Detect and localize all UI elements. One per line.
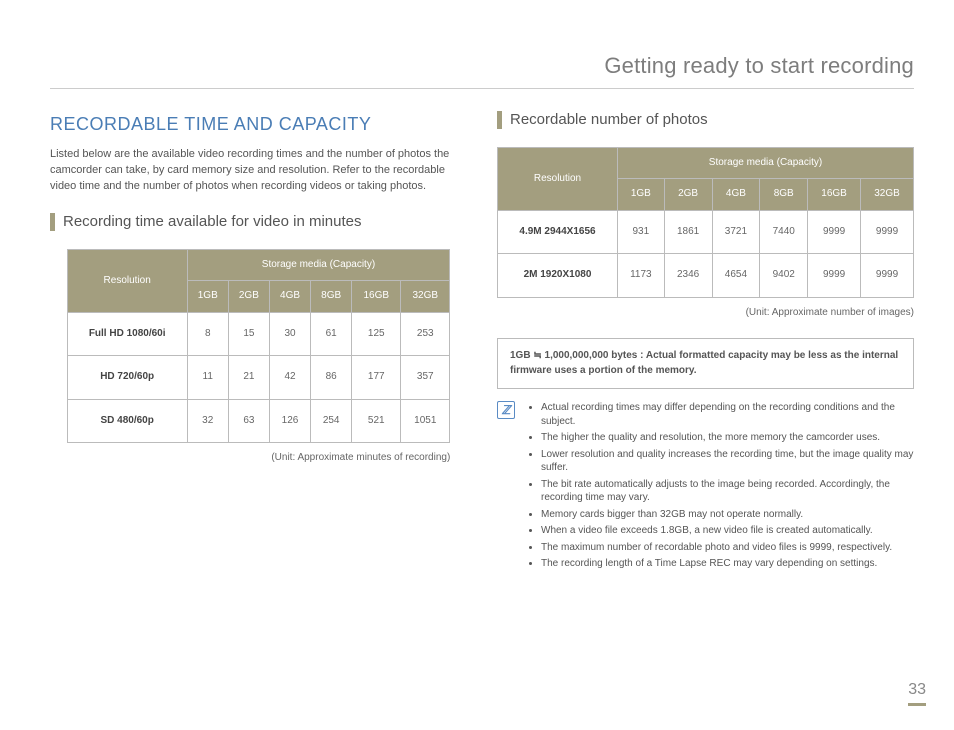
page-header: Getting ready to start recording <box>50 50 914 89</box>
table-col-header: 8GB <box>311 281 352 313</box>
note-item: When a video file exceeds 1.8GB, a new v… <box>541 524 914 538</box>
row-label: Full HD 1080/60i <box>67 312 187 356</box>
note-item: The higher the quality and resolution, t… <box>541 431 914 445</box>
notes-block: ℤ Actual recording times may differ depe… <box>497 401 914 574</box>
content-columns: RECORDABLE TIME AND CAPACITY Listed belo… <box>50 111 914 574</box>
left-column: RECORDABLE TIME AND CAPACITY Listed belo… <box>50 111 467 574</box>
table-cell: 125 <box>352 312 401 356</box>
table-cell: 357 <box>401 356 450 400</box>
photo-subheading: Recordable number of photos <box>497 111 914 129</box>
table-cell: 86 <box>311 356 352 400</box>
note-item: The bit rate automatically adjusts to th… <box>541 478 914 505</box>
table-cell: 1051 <box>401 399 450 443</box>
photo-table: Resolution Storage media (Capacity) 1GB2… <box>497 147 914 298</box>
row-label: 2M 1920X1080 <box>498 254 618 298</box>
note-item: Actual recording times may differ depend… <box>541 401 914 428</box>
video-th-storage: Storage media (Capacity) <box>187 249 450 281</box>
note-item: Lower resolution and quality increases t… <box>541 448 914 475</box>
table-cell: 9999 <box>808 210 861 254</box>
table-cell: 8 <box>187 312 228 356</box>
table-col-header: 32GB <box>401 281 450 313</box>
table-cell: 4654 <box>712 254 760 298</box>
table-cell: 63 <box>228 399 269 443</box>
table-cell: 1861 <box>664 210 712 254</box>
table-cell: 42 <box>269 356 310 400</box>
table-col-header: 4GB <box>269 281 310 313</box>
table-cell: 9999 <box>808 254 861 298</box>
table-cell: 253 <box>401 312 450 356</box>
table-row: Full HD 1080/60i8153061125253 <box>67 312 450 356</box>
table-cell: 9402 <box>760 254 808 298</box>
table-cell: 521 <box>352 399 401 443</box>
table-cell: 9999 <box>861 254 914 298</box>
photo-unit-note: (Unit: Approximate number of images) <box>497 306 914 321</box>
video-tbody: Full HD 1080/60i8153061125253HD 720/60p1… <box>67 312 450 443</box>
row-label: 4.9M 2944X1656 <box>498 210 618 254</box>
table-col-header: 1GB <box>187 281 228 313</box>
table-col-header: 16GB <box>808 179 861 211</box>
video-subheading: Recording time available for video in mi… <box>50 213 467 231</box>
table-cell: 7440 <box>760 210 808 254</box>
photo-tbody: 4.9M 2944X1656931186137217440999999992M … <box>498 210 914 297</box>
table-col-header: 8GB <box>760 179 808 211</box>
table-cell: 32 <box>187 399 228 443</box>
table-col-header: 4GB <box>712 179 760 211</box>
info-box: 1GB ≒ 1,000,000,000 bytes : Actual forma… <box>497 338 914 389</box>
video-table: Resolution Storage media (Capacity) 1GB2… <box>67 249 451 444</box>
table-col-header: 32GB <box>861 179 914 211</box>
table-cell: 1173 <box>618 254 665 298</box>
table-cell: 2346 <box>664 254 712 298</box>
right-column: Recordable number of photos Resolution S… <box>497 111 914 574</box>
note-item: The maximum number of recordable photo a… <box>541 541 914 555</box>
video-unit-note: (Unit: Approximate minutes of recording) <box>67 451 451 466</box>
table-col-header: 2GB <box>228 281 269 313</box>
table-cell: 21 <box>228 356 269 400</box>
table-cell: 30 <box>269 312 310 356</box>
table-cell: 61 <box>311 312 352 356</box>
table-col-header: 2GB <box>664 179 712 211</box>
row-label: HD 720/60p <box>67 356 187 400</box>
table-cell: 931 <box>618 210 665 254</box>
table-cell: 3721 <box>712 210 760 254</box>
note-item: Memory cards bigger than 32GB may not op… <box>541 508 914 522</box>
table-row: HD 720/60p11214286177357 <box>67 356 450 400</box>
intro-text: Listed below are the available video rec… <box>50 147 467 195</box>
table-cell: 15 <box>228 312 269 356</box>
row-label: SD 480/60p <box>67 399 187 443</box>
table-cell: 177 <box>352 356 401 400</box>
table-cell: 11 <box>187 356 228 400</box>
photo-th-storage: Storage media (Capacity) <box>618 147 914 179</box>
table-cell: 126 <box>269 399 310 443</box>
info-icon: ℤ <box>497 401 515 419</box>
table-cell: 254 <box>311 399 352 443</box>
page-number: 33 <box>908 678 926 706</box>
note-item: The recording length of a Time Lapse REC… <box>541 557 914 571</box>
table-cell: 9999 <box>861 210 914 254</box>
table-row: SD 480/60p32631262545211051 <box>67 399 450 443</box>
table-row: 2M 1920X1080117323464654940299999999 <box>498 254 914 298</box>
photo-th-resolution: Resolution <box>498 147 618 210</box>
table-col-header: 16GB <box>352 281 401 313</box>
main-heading: RECORDABLE TIME AND CAPACITY <box>50 111 467 137</box>
table-col-header: 1GB <box>618 179 665 211</box>
table-row: 4.9M 2944X165693118613721744099999999 <box>498 210 914 254</box>
notes-list: Actual recording times may differ depend… <box>525 401 914 574</box>
video-th-resolution: Resolution <box>67 249 187 312</box>
